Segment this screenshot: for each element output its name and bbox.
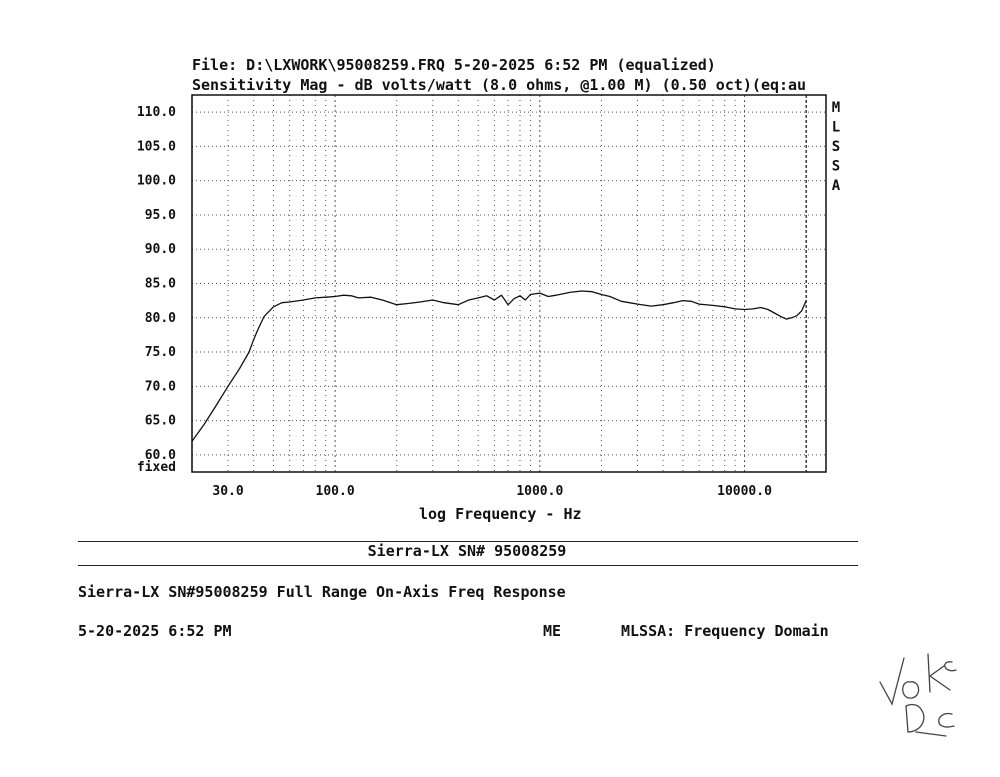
grid-lines	[192, 95, 826, 472]
y-tick-labels: 60.0 65.0 70.0 75.0 80.0 85.0 90.0 95.0 100.0 105…	[137, 105, 176, 475]
y-tick-label: 65.0	[145, 414, 176, 429]
x-tick-label: 100.0	[316, 484, 355, 499]
x-tick-label: 10000.0	[717, 484, 772, 499]
file-header: File: D:\LXWORK\95008259.FRQ 5-20-2025 6…	[192, 56, 716, 74]
y-tick-label: 85.0	[145, 277, 176, 292]
y-tick-label: 95.0	[145, 208, 176, 223]
x-axis-title: log Frequency - Hz	[419, 505, 582, 523]
footer-mode: MLSSA: Frequency Domain	[621, 622, 829, 640]
footer-description: Sierra-LX SN#95008259 Full Range On-Axis…	[78, 583, 566, 601]
bottom-rule	[78, 565, 858, 566]
y-tick-label: 80.0	[145, 311, 176, 326]
top-rule	[78, 541, 858, 542]
side-label-letter: S	[832, 159, 840, 175]
handwritten-signature	[879, 653, 957, 737]
sensitivity-header: Sensitivity Mag - dB volts/watt (8.0 ohm…	[192, 78, 807, 93]
limit-lines	[191, 95, 807, 472]
footer-operator: ME	[543, 622, 562, 640]
response-curve	[191, 290, 807, 442]
side-label-letter: L	[832, 120, 840, 136]
response-curve-layer	[191, 290, 807, 442]
y-tick-label: 100.0	[137, 174, 176, 189]
side-label-letter: S	[832, 139, 840, 155]
side-label-letter: A	[832, 178, 841, 194]
footer-date: 5-20-2025 6:52 PM	[78, 622, 232, 640]
side-label-letter: M	[832, 100, 840, 116]
x-tick-labels: 30.0 100.0 1000.0 10000.0	[212, 484, 772, 499]
mlssa-side-label: MLSSA	[832, 100, 841, 194]
y-tick-label: 105.0	[137, 139, 176, 154]
y-tick-label: 90.0	[145, 242, 176, 257]
y-tick-label: 70.0	[145, 379, 176, 394]
y-tick-label: 110.0	[137, 105, 176, 120]
y-tick-label: 60.0	[145, 448, 176, 463]
plot-frame	[191, 94, 827, 473]
serial-title: Sierra-LX SN# 95008259	[367, 542, 567, 560]
x-tick-label: 1000.0	[516, 484, 563, 499]
y-tick-label: 75.0	[145, 345, 176, 360]
y-fixed-label: fixed	[137, 460, 176, 475]
x-tick-label: 30.0	[212, 484, 243, 499]
